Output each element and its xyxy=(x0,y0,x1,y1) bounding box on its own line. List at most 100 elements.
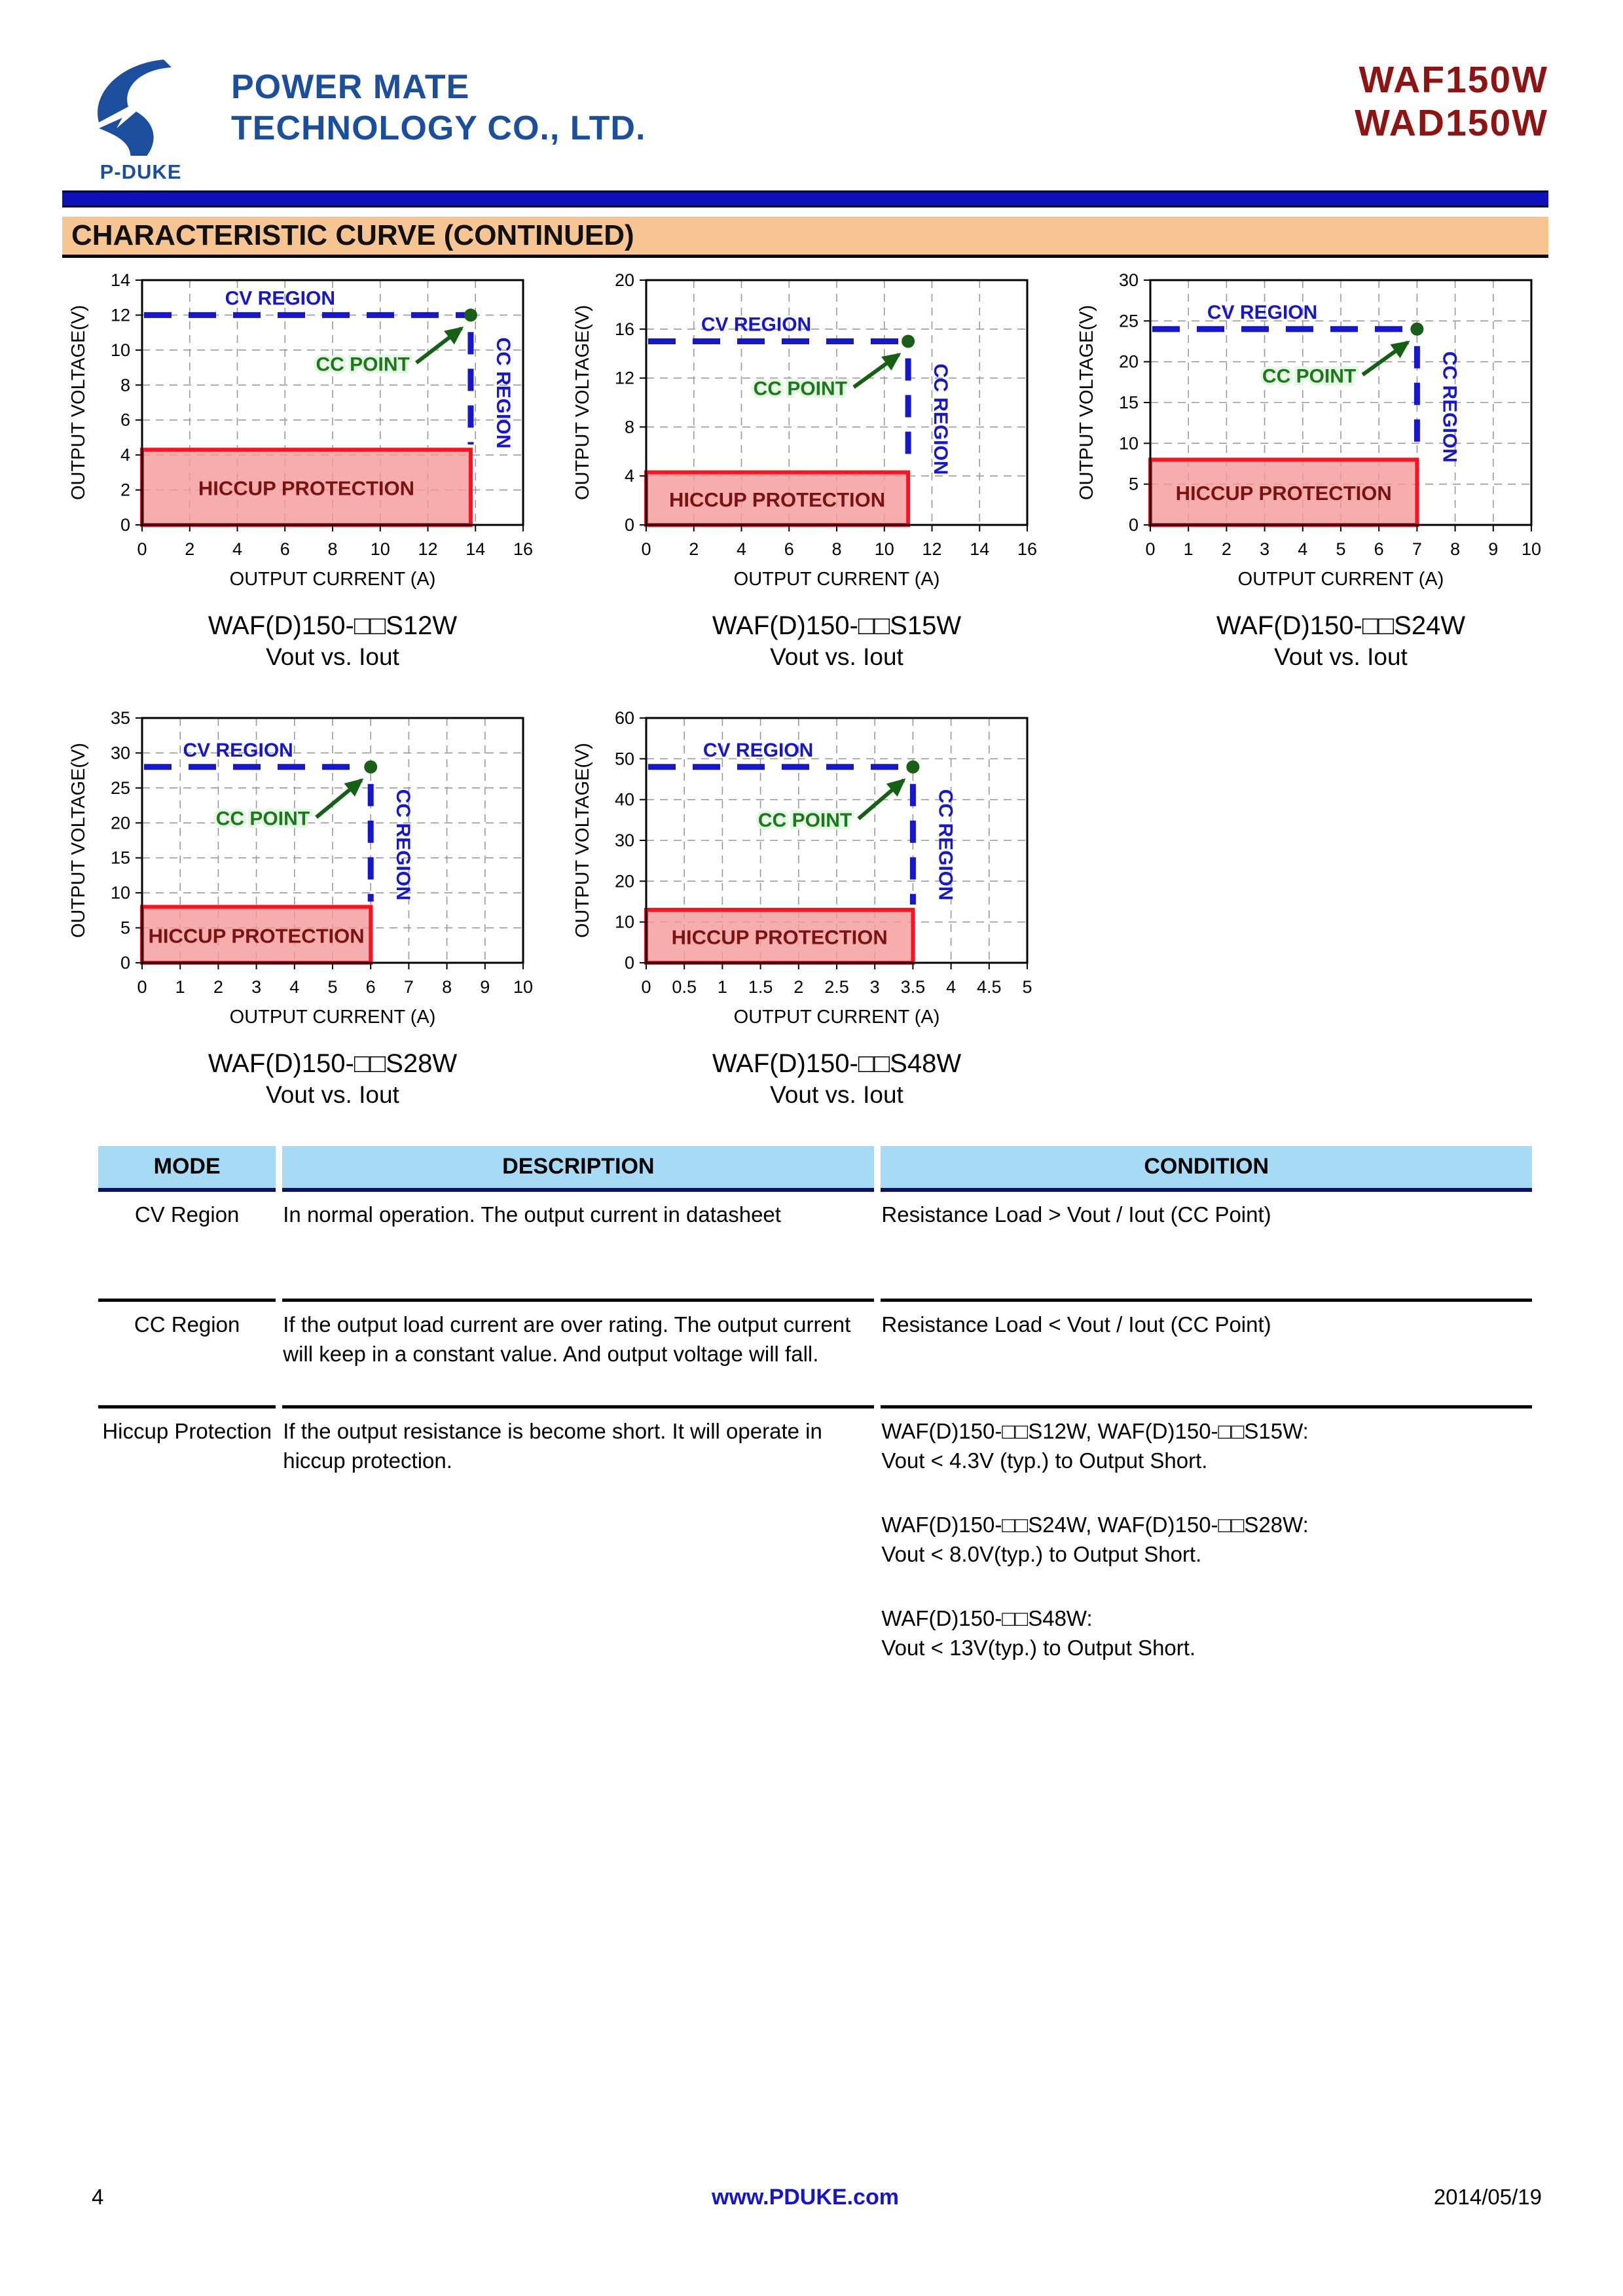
svg-text:25: 25 xyxy=(111,778,130,798)
condition-cell: WAF(D)150-□□S12W, WAF(D)150-□□S15W: Vout… xyxy=(881,1408,1532,1770)
svg-text:3: 3 xyxy=(1260,539,1269,559)
mode-description-table: MODE DESCRIPTION CONDITION CV Region In … xyxy=(92,1145,1539,1770)
svg-text:3.5: 3.5 xyxy=(901,977,926,997)
svg-text:7: 7 xyxy=(404,977,414,997)
svg-text:10: 10 xyxy=(875,539,894,559)
svg-text:5: 5 xyxy=(1022,977,1032,997)
svg-text:4: 4 xyxy=(1298,539,1307,559)
svg-text:2: 2 xyxy=(213,977,223,997)
svg-text:2: 2 xyxy=(120,480,130,500)
hiccup-protection-region xyxy=(1148,457,1419,527)
chart-s28w: HICCUP PROTECTION CV REGION CC REGION CC PO… xyxy=(62,702,540,1110)
chart-s15w-plot: HICCUP PROTECTION CV REGION CC REGION CC PO… xyxy=(566,264,1044,607)
table-header-mode: MODE xyxy=(98,1145,276,1192)
cc-point-dot xyxy=(906,761,920,774)
y-axis-label: OUTPUT VOLTAGE(V) xyxy=(572,305,593,500)
chart-model-label: WAF(D)150-□□S24W xyxy=(1216,611,1466,640)
svg-text:0: 0 xyxy=(137,977,147,997)
hiccup-protection-label: HICCUP PROTECTION xyxy=(198,477,414,500)
description-cell: If the output resistance is become short… xyxy=(283,1418,822,1473)
svg-text:16: 16 xyxy=(1017,539,1037,559)
svg-text:12: 12 xyxy=(615,368,634,388)
svg-text:12: 12 xyxy=(111,305,130,325)
cc-point-arrow xyxy=(857,778,906,821)
svg-text:8: 8 xyxy=(625,417,634,437)
mode-cell: Hiccup Protection xyxy=(102,1418,272,1443)
logo-text: P-DUKE xyxy=(100,160,182,183)
chart-row-2: HICCUP PROTECTION CV REGION CC REGION CC PO… xyxy=(62,702,1548,1110)
mode-cell: CV Region xyxy=(98,1192,276,1302)
table-row: CC Region If the output load current are… xyxy=(98,1302,1532,1408)
svg-text:15: 15 xyxy=(1119,393,1139,412)
cv-region-label: CV REGION xyxy=(703,740,813,761)
chart-s12w-title: WAF(D)150-□□S12W Vout vs. Iout xyxy=(142,609,523,672)
description-cell: If the output load current are over rati… xyxy=(282,1302,875,1408)
chart-svg: HICCUP PROTECTION CV REGION CC REGION CC PO… xyxy=(1076,270,1541,590)
cc-point-dot xyxy=(1410,322,1424,336)
svg-text:9: 9 xyxy=(1488,539,1498,559)
y-axis-label: OUTPUT VOLTAGE(V) xyxy=(1076,305,1097,500)
svg-text:8: 8 xyxy=(831,539,841,559)
condition-line: Vout < 8.0V(typ.) to Output Short. xyxy=(881,1542,1202,1567)
svg-text:14: 14 xyxy=(970,539,989,559)
svg-text:15: 15 xyxy=(111,848,130,868)
table-row: CV Region In normal operation. The outpu… xyxy=(98,1192,1532,1302)
chart-subtitle: Vout vs. Iout xyxy=(266,643,399,670)
chart-svg: HICCUP PROTECTION CV REGION CC REGION CC PO… xyxy=(68,270,533,590)
cc-region-label: CC REGION xyxy=(392,789,414,901)
svg-text:6: 6 xyxy=(1374,539,1384,559)
pduke-bird-icon xyxy=(97,60,172,173)
hiccup-protection-label: HICCUP PROTECTION xyxy=(1176,482,1392,505)
svg-text:40: 40 xyxy=(615,790,634,810)
chart-s24w-plot: HICCUP PROTECTION CV REGION CC REGION CC PO… xyxy=(1070,264,1548,607)
svg-text:4.5: 4.5 xyxy=(977,977,1002,997)
company-name: POWER MATE TECHNOLOGY CO., LTD. xyxy=(231,58,646,150)
cc-point-dot xyxy=(902,334,915,348)
x-axis-label: OUTPUT CURRENT (A) xyxy=(734,1007,940,1028)
condition-paragraph: WAF(D)150-□□S12W, WAF(D)150-□□S15W: Vout… xyxy=(881,1416,1531,1476)
cc-point-arrow xyxy=(852,353,902,389)
hiccup-protection-region xyxy=(140,905,373,965)
x-axis-label: OUTPUT CURRENT (A) xyxy=(230,569,436,590)
condition-line: WAF(D)150-□□S48W: xyxy=(881,1605,1093,1630)
website-link[interactable]: www.PDUKE.com xyxy=(712,2185,899,2210)
revision-date: 2014/05/19 xyxy=(1433,2185,1542,2209)
chart-s12w: HICCUP PROTECTION CV REGION CC REGION CC PO… xyxy=(62,264,540,672)
svg-text:20: 20 xyxy=(615,270,634,290)
model-numbers: WAF150W WAD150W xyxy=(1355,58,1548,145)
chart-s28w-plot: HICCUP PROTECTION CV REGION CC REGION CC PO… xyxy=(62,702,540,1045)
svg-text:5: 5 xyxy=(120,918,130,938)
chart-model-label: WAF(D)150-□□S15W xyxy=(712,611,962,640)
chart-s12w-plot: HICCUP PROTECTION CV REGION CC REGION CC PO… xyxy=(62,264,540,607)
cv-region-label: CV REGION xyxy=(183,740,293,761)
svg-text:20: 20 xyxy=(111,814,130,833)
svg-text:0.5: 0.5 xyxy=(672,977,697,997)
svg-text:50: 50 xyxy=(615,749,634,769)
svg-text:30: 30 xyxy=(1119,270,1139,290)
chart-model-label: WAF(D)150-□□S48W xyxy=(712,1049,962,1079)
svg-text:0: 0 xyxy=(625,515,634,535)
cc-region-label: CC REGION xyxy=(934,789,956,901)
svg-text:6: 6 xyxy=(784,539,794,559)
chart-svg: HICCUP PROTECTION CV REGION CC REGION CC PO… xyxy=(68,708,533,1028)
chart-s15w: HICCUP PROTECTION CV REGION CC REGION CC PO… xyxy=(566,264,1044,672)
svg-text:5: 5 xyxy=(1129,475,1139,494)
chart-row-1: HICCUP PROTECTION CV REGION CC REGION CC PO… xyxy=(62,264,1548,672)
condition-cell: Resistance Load < Vout / Iout (CC Point) xyxy=(881,1302,1532,1408)
svg-text:0: 0 xyxy=(137,539,147,559)
cc-point-arrow xyxy=(315,778,364,819)
hiccup-protection-label: HICCUP PROTECTION xyxy=(672,926,888,949)
svg-text:5: 5 xyxy=(327,977,337,997)
y-axis-label: OUTPUT VOLTAGE(V) xyxy=(572,743,593,938)
table-header-row: MODE DESCRIPTION CONDITION xyxy=(98,1145,1532,1192)
svg-text:1: 1 xyxy=(1184,539,1194,559)
x-axis-label: OUTPUT CURRENT (A) xyxy=(734,569,940,590)
cv-region-label: CV REGION xyxy=(1207,302,1317,323)
y-axis-label: OUTPUT VOLTAGE(V) xyxy=(68,305,89,500)
cc-point-dot xyxy=(464,308,477,322)
svg-text:0: 0 xyxy=(1129,515,1139,535)
svg-text:16: 16 xyxy=(513,539,533,559)
hiccup-protection-region xyxy=(644,470,911,527)
svg-text:4: 4 xyxy=(946,977,956,997)
